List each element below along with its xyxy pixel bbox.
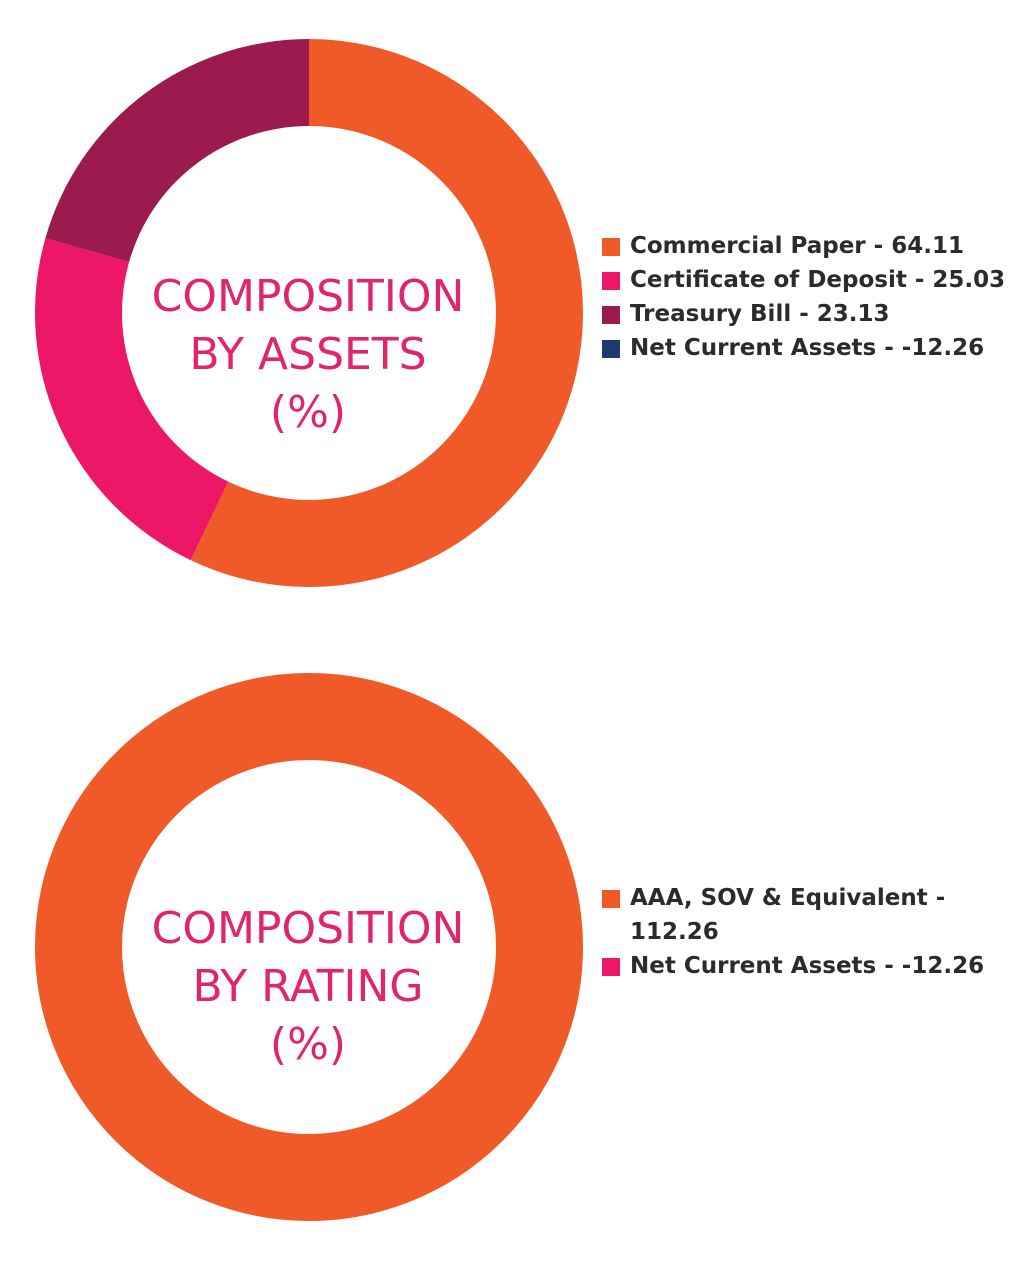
rating-title-line: COMPOSITION — [151, 903, 465, 954]
legend-swatch — [602, 238, 620, 256]
rating-chart-title: COMPOSITION BY RATING (%) — [118, 900, 498, 1074]
donut-slice — [45, 39, 309, 262]
assets-title-line: (%) — [269, 387, 347, 438]
assets-title-line: BY ASSETS — [189, 329, 427, 380]
assets-legend: Commercial Paper - 64.11 Certificate of … — [602, 229, 1022, 365]
rating-donut — [35, 673, 583, 1221]
donut-slice — [35, 673, 583, 1221]
legend-item-treasury-bill: Treasury Bill - 23.13 — [602, 297, 1022, 331]
legend-item-net-current-assets: Net Current Assets - -12.26 — [602, 331, 1022, 365]
rating-title-line: BY RATING — [192, 961, 424, 1012]
assets-donut — [34, 39, 583, 587]
legend-item-net-current-assets: Net Current Assets - -12.26 — [602, 949, 1022, 983]
legend-item-certificate-of-deposit: Certificate of Deposit - 25.03 — [602, 263, 1022, 297]
legend-swatch — [602, 340, 620, 358]
legend-label: Net Current Assets - -12.26 — [630, 953, 985, 979]
legend-label-line: AAA, SOV & Equivalent - — [630, 885, 946, 911]
legend-swatch — [602, 890, 620, 908]
assets-chart: COMPOSITION BY ASSETS (%) Commercial Pap… — [0, 0, 1033, 600]
donut-slice — [190, 39, 583, 587]
legend-swatch — [602, 958, 620, 976]
legend-label: Commercial Paper - 64.11 — [630, 233, 964, 259]
assets-chart-title: COMPOSITION BY ASSETS (%) — [118, 268, 498, 442]
rating-legend: AAA, SOV & Equivalent - 112.26 Net Curre… — [602, 881, 1022, 983]
donut-slice — [34, 238, 229, 561]
legend-label-line: 112.26 — [630, 919, 719, 945]
legend-swatch — [602, 272, 620, 290]
rating-title-line: (%) — [269, 1019, 347, 1070]
legend-item-aaa-sov-equivalent: AAA, SOV & Equivalent - 112.26 — [602, 881, 1022, 949]
legend-item-commercial-paper: Commercial Paper - 64.11 — [602, 229, 1022, 263]
legend-label: Certificate of Deposit - 25.03 — [630, 267, 1006, 293]
legend-label: Treasury Bill - 23.13 — [630, 301, 890, 327]
legend-label: Net Current Assets - -12.26 — [630, 335, 985, 361]
legend-swatch — [602, 306, 620, 324]
rating-chart: COMPOSITION BY RATING (%) AAA, SOV & Equ… — [0, 640, 1033, 1240]
assets-title-line: COMPOSITION — [151, 271, 465, 322]
